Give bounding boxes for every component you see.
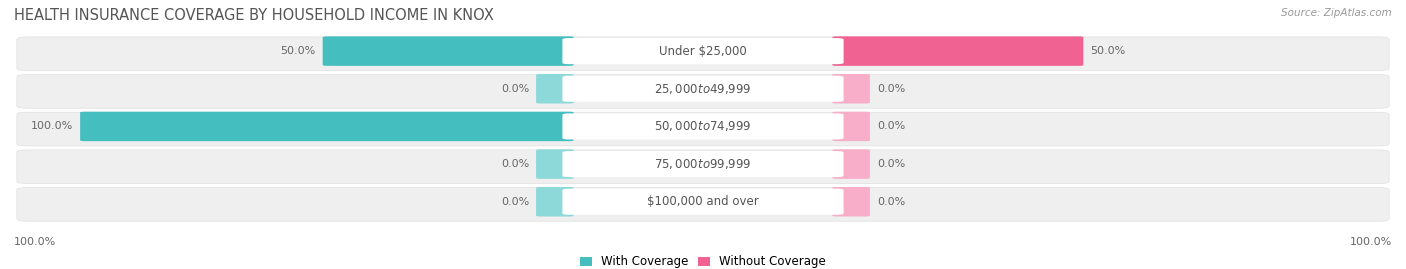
FancyBboxPatch shape [832, 187, 870, 217]
FancyBboxPatch shape [536, 74, 574, 104]
Text: 50.0%: 50.0% [280, 46, 316, 56]
Text: $50,000 to $74,999: $50,000 to $74,999 [654, 119, 752, 133]
FancyBboxPatch shape [562, 189, 844, 215]
Text: 0.0%: 0.0% [877, 197, 905, 207]
FancyBboxPatch shape [562, 151, 844, 177]
Text: 50.0%: 50.0% [1091, 46, 1126, 56]
FancyBboxPatch shape [323, 36, 574, 66]
FancyBboxPatch shape [17, 75, 1389, 108]
Text: HEALTH INSURANCE COVERAGE BY HOUSEHOLD INCOME IN KNOX: HEALTH INSURANCE COVERAGE BY HOUSEHOLD I… [14, 8, 494, 23]
FancyBboxPatch shape [17, 112, 1389, 146]
Text: $75,000 to $99,999: $75,000 to $99,999 [654, 157, 752, 171]
Text: 100.0%: 100.0% [31, 121, 73, 132]
Text: 0.0%: 0.0% [501, 159, 529, 169]
FancyBboxPatch shape [562, 113, 844, 140]
FancyBboxPatch shape [536, 187, 574, 217]
FancyBboxPatch shape [832, 74, 870, 104]
Text: 0.0%: 0.0% [501, 197, 529, 207]
Text: $100,000 and over: $100,000 and over [647, 195, 759, 208]
Text: 0.0%: 0.0% [877, 84, 905, 94]
FancyBboxPatch shape [536, 149, 574, 179]
FancyBboxPatch shape [562, 76, 844, 102]
Text: Source: ZipAtlas.com: Source: ZipAtlas.com [1281, 8, 1392, 18]
Text: 0.0%: 0.0% [877, 121, 905, 132]
FancyBboxPatch shape [562, 38, 844, 64]
Text: 100.0%: 100.0% [1350, 237, 1392, 247]
Legend: With Coverage, Without Coverage: With Coverage, Without Coverage [579, 256, 827, 268]
FancyBboxPatch shape [17, 150, 1389, 183]
FancyBboxPatch shape [17, 37, 1389, 70]
FancyBboxPatch shape [832, 112, 870, 141]
FancyBboxPatch shape [80, 112, 574, 141]
Text: 0.0%: 0.0% [501, 84, 529, 94]
Text: $25,000 to $49,999: $25,000 to $49,999 [654, 82, 752, 96]
Text: 0.0%: 0.0% [877, 159, 905, 169]
FancyBboxPatch shape [832, 149, 870, 179]
FancyBboxPatch shape [17, 187, 1389, 221]
Text: 100.0%: 100.0% [14, 237, 56, 247]
FancyBboxPatch shape [832, 36, 1083, 66]
Text: Under $25,000: Under $25,000 [659, 45, 747, 58]
